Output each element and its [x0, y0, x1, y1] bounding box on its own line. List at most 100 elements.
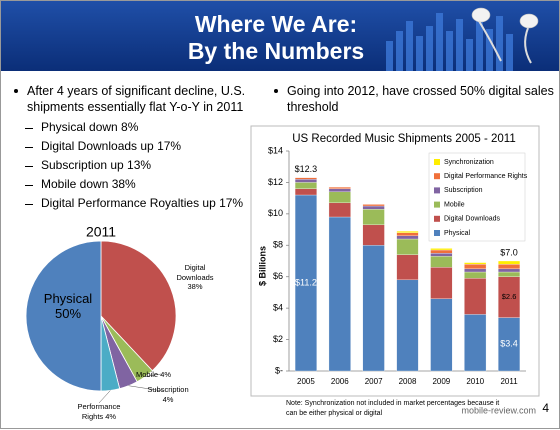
sub-bullet: Subscription up 13% [23, 158, 281, 173]
pie-label: Performance Rights 4% [74, 402, 124, 421]
bullet: After 4 years of significant decline, U.… [11, 83, 272, 115]
bar-segment [396, 230, 419, 233]
sub-bullet: Digital Downloads up 17% [23, 139, 281, 154]
legend-label: Digital Downloads [444, 216, 501, 223]
pie-label-value: 50% [54, 306, 82, 321]
y-tick-label: $14 [268, 145, 283, 155]
segment-label: $2.6 [502, 292, 517, 301]
x-tick-label: 2005 [297, 377, 315, 386]
segment-label: $3.4 [500, 339, 518, 349]
y-tick-label: $12 [268, 177, 283, 187]
watermark: mobile-review.com [461, 405, 536, 415]
total-label: $12.3 [295, 164, 318, 174]
bar-segment [498, 260, 521, 265]
pie-label-value: 38% [187, 282, 203, 291]
bar-segment [464, 314, 487, 372]
legend-swatch [434, 201, 440, 208]
x-tick-label: 2008 [399, 377, 417, 386]
earbuds-decoration [471, 7, 539, 64]
x-tick-label: 2009 [432, 377, 450, 386]
bar-segment [294, 177, 317, 180]
y-tick-label: $2 [273, 334, 283, 344]
bar-segment [362, 208, 385, 226]
x-tick-label: 2011 [500, 377, 518, 386]
pie-label: Subscription 4% [144, 385, 192, 404]
bar-segment [430, 248, 453, 251]
x-tick-label: 2006 [331, 377, 349, 386]
bar-segment [396, 254, 419, 281]
leader-line [145, 373, 162, 377]
bar-segment [328, 202, 351, 218]
bar-segment [464, 262, 487, 265]
y-tick-label: $10 [268, 208, 283, 218]
title-line: By the Numbers [188, 38, 364, 64]
title-line: Where We Are: [195, 11, 357, 37]
pie-label-value: 4% [105, 411, 117, 421]
bar-segment [464, 268, 487, 273]
total-label: $7.0 [500, 247, 518, 257]
bar-segment [294, 179, 317, 183]
y-axis-label: $ Billions [257, 246, 267, 286]
pie-label-value: 4% [160, 370, 172, 379]
bar-segment [430, 252, 453, 257]
pie-label: Physical 50% [39, 291, 97, 321]
legend-label: Synchronization [444, 159, 494, 166]
bar-segment [430, 249, 453, 254]
bullet: Going into 2012, have crossed 50% digita… [271, 83, 557, 115]
legend-label: Mobile [444, 201, 465, 208]
equalizer-decoration [386, 9, 513, 71]
pie-label-category: Performance Rights [77, 402, 121, 421]
bar-segment [328, 188, 351, 193]
legend-label: Physical [444, 230, 471, 237]
sub-bullet: Mobile down 38% [23, 177, 281, 192]
pie-slice [25, 240, 102, 392]
leader-line [98, 390, 111, 404]
x-tick-label: 2010 [466, 377, 484, 386]
leader-line [128, 385, 164, 392]
legend-swatch [434, 215, 440, 222]
pie-title: 2011 [86, 224, 116, 240]
bar-segment [294, 182, 317, 189]
bar-segment [464, 263, 487, 270]
pie-label-category: Mobile [136, 370, 159, 379]
bar-segment [362, 224, 385, 246]
note: Note: Synchronization not included in ma… [286, 400, 499, 407]
bar-segment [498, 271, 521, 277]
bar-segment [430, 267, 453, 299]
page-number: 4 [542, 401, 549, 415]
bar-segment [464, 271, 487, 279]
legend-swatch [434, 159, 440, 165]
legend-box [428, 152, 526, 242]
segment-label: $11.2 [295, 277, 317, 287]
bar-segment [498, 263, 521, 270]
y-tick-label: $8 [273, 240, 283, 250]
bar-segment [328, 191, 351, 204]
sub-bullet: Physical down 8% [23, 120, 281, 135]
chart-title: US Recorded Music Shipments 2005 - 2011 [292, 133, 516, 145]
note: can be either physical or digital [286, 410, 383, 417]
y-tick-label: $- [275, 365, 283, 375]
bar-segment [396, 232, 419, 237]
legend-label: Digital Performance Rights [444, 173, 528, 180]
bar-segment [396, 238, 419, 255]
chart-frame [250, 125, 540, 397]
legend-label: Subscription [444, 187, 483, 194]
bar-segment [328, 186, 351, 189]
bar-segment [362, 245, 385, 372]
pie-label-category: Subscription [147, 385, 189, 394]
sub-bullet: Digital Performance Royalties up 17% [23, 196, 281, 211]
bar-segment [362, 204, 385, 207]
pie-label-value: 4% [162, 394, 174, 404]
bar-segment [328, 216, 351, 372]
pie-label: Mobile 4% [136, 370, 196, 380]
bar-segment [396, 279, 419, 372]
bar-segment [430, 256, 453, 268]
bar-segment [362, 205, 385, 210]
legend-swatch [434, 187, 440, 194]
pie-label: Digital Downloads 38% [176, 263, 214, 292]
bar-segment [396, 235, 419, 240]
bar-segment [430, 298, 453, 372]
pie-label-category: Physical [43, 291, 93, 306]
y-tick-label: $6 [273, 271, 283, 281]
